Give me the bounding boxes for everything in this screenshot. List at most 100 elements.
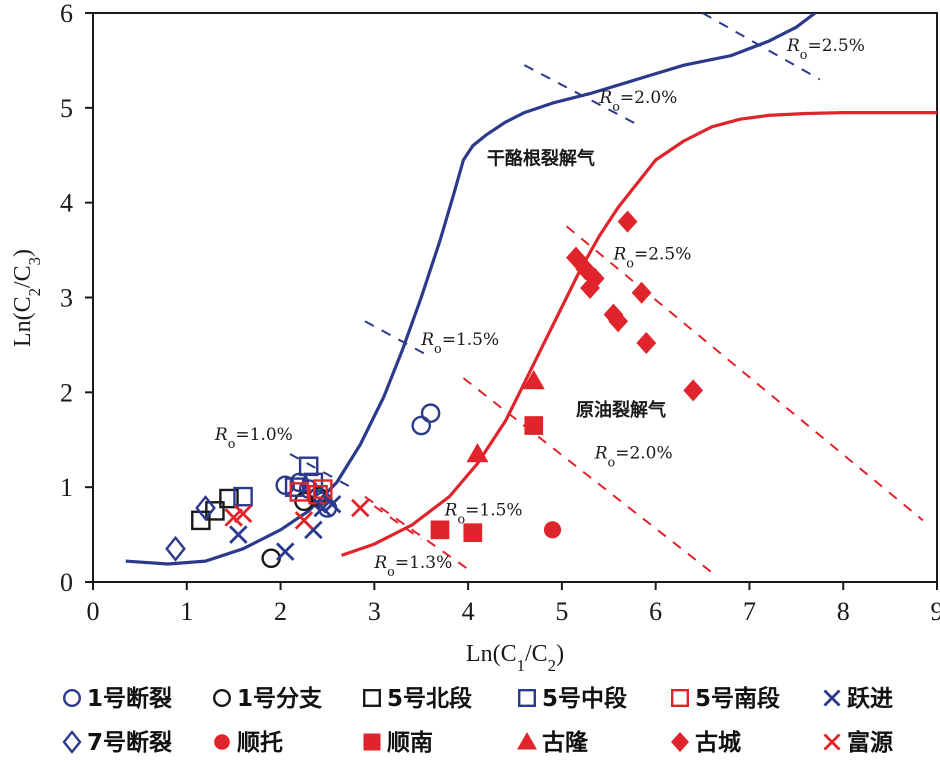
y-tick-label: 4 <box>60 189 73 218</box>
data-point <box>165 535 186 562</box>
markers <box>165 210 704 569</box>
data-point <box>229 525 248 544</box>
legend-marker <box>212 689 231 708</box>
legend-label: 古城 <box>695 729 741 756</box>
x-tick-label: 9 <box>931 597 940 626</box>
data-point <box>522 369 545 390</box>
legend-item: 古城 <box>671 729 741 756</box>
legend-label: 跃进 <box>847 686 893 712</box>
legend-item: 1号断裂 <box>62 685 172 712</box>
y-tick-label: 5 <box>60 94 73 123</box>
data-point <box>276 542 295 561</box>
legend-marker <box>518 689 537 708</box>
legend-marker <box>823 733 841 751</box>
legend-label: 顺托 <box>237 730 283 756</box>
data-point <box>351 498 370 518</box>
y-axis: 0 1 2 3 4 5 6 Ln(C2/C3) <box>10 0 93 597</box>
data-point <box>313 498 332 518</box>
legend-label: 古隆 <box>542 730 589 756</box>
legend-label: 顺南 <box>387 730 433 756</box>
x-tick-label: 3 <box>368 597 381 626</box>
legend-marker <box>214 734 230 750</box>
ro-label: Ro=1.3% <box>373 553 452 580</box>
data-point <box>289 482 310 502</box>
x-tick-label: 0 <box>87 597 100 626</box>
y-tick-label: 3 <box>60 284 73 313</box>
legend-label: 5号中段 <box>542 685 627 712</box>
ro-line <box>373 505 422 541</box>
legend-item: 5号中段 <box>518 685 627 712</box>
ro-line <box>565 225 924 522</box>
x-tick-label: 5 <box>555 597 568 626</box>
ro-label: Ro=1.0% <box>214 425 293 452</box>
data-point <box>420 403 441 423</box>
ro-label: Ro=2.5% <box>786 36 865 63</box>
y-axis-title: Ln(C2/C3) <box>10 249 44 347</box>
legend-item: 富源 <box>823 729 893 756</box>
data-point <box>322 494 342 514</box>
legend-label: 7号断裂 <box>87 729 172 756</box>
x-axis: 0 1 2 3 4 5 6 7 8 9 Ln(C1/C2) <box>87 582 940 675</box>
ro-line <box>364 495 474 574</box>
data-point <box>631 281 652 304</box>
legend-marker <box>363 733 381 751</box>
legend-label: 1号断裂 <box>87 685 172 712</box>
y-tick-label: 1 <box>60 473 73 502</box>
x-tick-label: 4 <box>462 597 475 626</box>
legend-marker <box>671 732 689 752</box>
curve-line <box>125 13 817 566</box>
data-point <box>617 210 638 233</box>
ro-label: Ro=1.5% <box>420 330 499 357</box>
data-point <box>312 479 333 499</box>
legend-marker <box>517 732 537 750</box>
data-point <box>233 486 253 507</box>
ro-label: Ro=2.0% <box>594 444 673 471</box>
curve-line <box>340 111 937 557</box>
data-point <box>298 456 319 477</box>
data-point <box>195 495 216 521</box>
legend-item: 1号分支 <box>212 686 323 712</box>
data-point <box>543 521 562 539</box>
data-point <box>636 332 657 355</box>
data-point <box>430 520 450 540</box>
region-label: 原油裂解气 <box>576 399 666 421</box>
legend: 1号断裂 1号分支 5号北段 5号中段 5号南段 跃进 7号断裂 顺托 顺南 古隆 古城 富源 <box>62 685 893 756</box>
ro-line <box>289 453 352 489</box>
ro-line <box>462 377 713 574</box>
legend-item: 5号北段 <box>363 685 472 712</box>
y-axis-title-group: Ln(C2/C3) <box>10 249 44 347</box>
x-tick-label: 2 <box>274 597 287 626</box>
x-tick-label: 6 <box>649 597 662 626</box>
curves <box>125 13 937 566</box>
legend-label: 1号分支 <box>237 686 323 712</box>
data-point <box>205 501 225 521</box>
annotations: Ro=1.0% Ro=1.5% Ro=2.0% Ro=2.5% Ro=2.5% Ro=2.… <box>214 36 865 579</box>
data-point <box>219 488 239 509</box>
x-tick-label: 8 <box>837 597 850 626</box>
legend-marker <box>671 689 690 708</box>
data-point <box>608 310 629 333</box>
y-tick-label: 2 <box>60 378 73 407</box>
y-tick-label: 0 <box>60 568 73 597</box>
data-point <box>466 442 489 463</box>
y-tick-label: 6 <box>60 0 73 28</box>
data-point <box>411 415 432 436</box>
legend-marker <box>823 689 841 707</box>
legend-item: 顺托 <box>214 730 283 756</box>
ro-line <box>364 320 427 356</box>
legend-item: 顺南 <box>363 730 433 756</box>
ro-label: Ro=2.0% <box>598 88 677 115</box>
legend-marker <box>363 689 382 708</box>
legend-item: 5号南段 <box>671 685 780 712</box>
data-point <box>584 267 605 290</box>
ro-label: Ro=1.5% <box>444 501 523 528</box>
x-axis-title: Ln(C1/C2) <box>466 641 564 675</box>
ro-label: Ro=2.5% <box>612 245 691 272</box>
ro-line <box>702 13 821 81</box>
legend-label: 5号北段 <box>387 685 472 712</box>
x-tick-label: 7 <box>743 597 756 626</box>
data-point <box>524 416 544 435</box>
region-label: 干酪根裂解气 <box>487 148 595 170</box>
legend-label: 富源 <box>847 729 893 756</box>
